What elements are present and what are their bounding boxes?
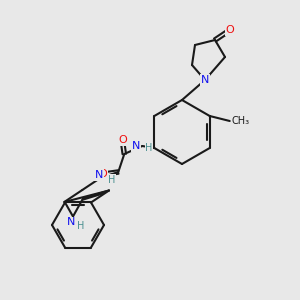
- Text: N: N: [132, 141, 140, 151]
- Text: O: O: [226, 25, 234, 35]
- Text: N: N: [67, 218, 75, 227]
- Text: N: N: [95, 170, 103, 180]
- Text: H: H: [145, 143, 153, 153]
- Text: N: N: [201, 75, 209, 85]
- Text: CH₃: CH₃: [232, 116, 250, 126]
- Text: O: O: [98, 169, 107, 179]
- Text: H: H: [77, 221, 84, 232]
- Text: O: O: [118, 135, 127, 145]
- Text: H: H: [108, 175, 116, 185]
